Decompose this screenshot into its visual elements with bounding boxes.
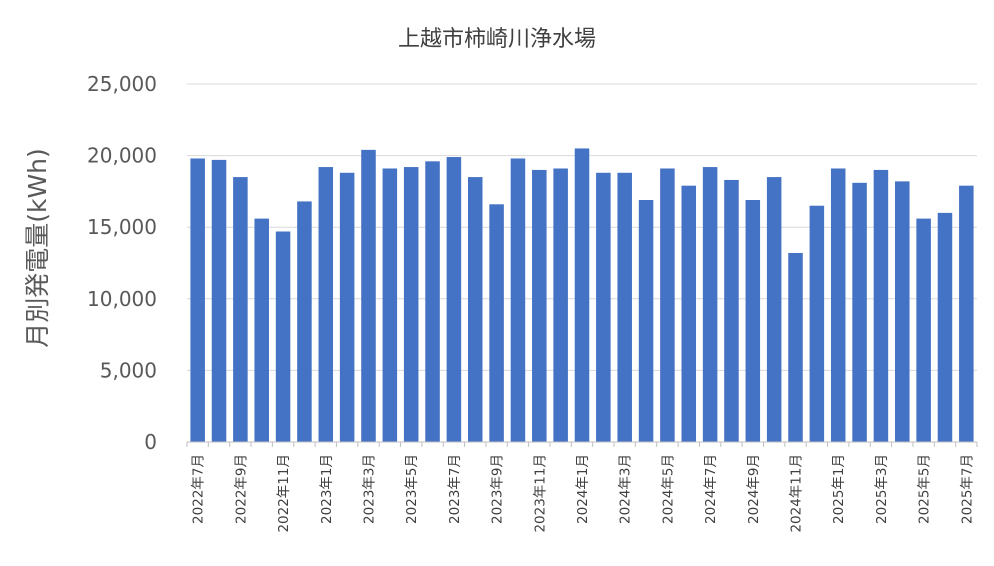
bar [895, 181, 910, 442]
bar [318, 167, 334, 442]
bar [553, 168, 568, 442]
chart-title: 上越市柿崎川浄水場 [398, 27, 596, 52]
y-tick-label: 20,000 [87, 144, 157, 168]
bar [446, 157, 462, 443]
bar [489, 204, 504, 442]
x-axis-ticks: 2022年7月 2022年9月 2022年11月 2023年1月 2023年3月 2023… [186, 442, 978, 533]
y-axis-ticks: 0 5,000 10,000 15,000 20,000 25,000 [87, 72, 157, 454]
bar [745, 199, 761, 442]
x-tick-label: 2022年7月 [191, 454, 207, 524]
x-tick-label: 2024年11月 [789, 454, 805, 533]
x-tick-label: 2023年1月 [319, 454, 335, 524]
bar [532, 169, 547, 443]
bar [574, 148, 590, 442]
x-tick-label: 2024年1月 [575, 454, 591, 524]
bar [702, 167, 718, 442]
x-tick-label: 2023年7月 [447, 454, 463, 524]
bar [339, 172, 355, 442]
x-tick-label: 2022年9月 [233, 454, 249, 524]
bar [382, 168, 398, 442]
y-axis-label: 月別発電量(kWh) [23, 148, 52, 348]
bar [211, 159, 227, 442]
bar [233, 177, 248, 442]
x-tick-label: 2025年1月 [831, 454, 847, 524]
bar [467, 177, 483, 442]
bar [852, 182, 867, 443]
bar [275, 231, 291, 442]
bar [596, 172, 611, 442]
bar [425, 161, 440, 442]
bar [959, 185, 974, 442]
bar [660, 168, 675, 442]
x-tick-label: 2023年3月 [361, 454, 377, 524]
x-tick-label: 2025年3月 [874, 454, 890, 524]
bar [510, 158, 526, 443]
bars [190, 148, 974, 443]
x-tick-label: 2024年5月 [660, 454, 676, 524]
bar [297, 201, 312, 442]
bar [937, 212, 953, 442]
bar [190, 158, 205, 443]
bar [681, 185, 697, 442]
bar [830, 168, 846, 442]
x-tick-label: 2023年11月 [532, 454, 548, 533]
bar [788, 252, 803, 442]
bar [617, 172, 632, 442]
bar [873, 169, 889, 443]
y-tick-label: 10,000 [87, 287, 157, 311]
bar [916, 218, 931, 442]
x-tick-label: 2024年7月 [703, 454, 719, 524]
x-tick-label: 2023年9月 [490, 454, 506, 524]
y-tick-label: 5,000 [100, 358, 157, 382]
bar [638, 199, 654, 442]
x-tick-label: 2024年3月 [618, 454, 634, 524]
x-tick-label: 2025年5月 [917, 454, 933, 524]
y-tick-label: 25,000 [87, 72, 157, 96]
x-tick-label: 2024年9月 [746, 454, 762, 524]
bar [403, 167, 419, 442]
x-tick-label: 2025年7月 [959, 454, 975, 524]
bar [724, 179, 739, 442]
y-tick-label: 15,000 [87, 215, 157, 239]
y-tick-label: 0 [144, 430, 157, 454]
x-tick-label: 2022年11月 [276, 454, 292, 533]
bar [361, 149, 376, 442]
bar [254, 218, 269, 442]
bar [766, 177, 782, 442]
bar [809, 205, 825, 442]
x-tick-label: 2023年5月 [404, 454, 420, 524]
